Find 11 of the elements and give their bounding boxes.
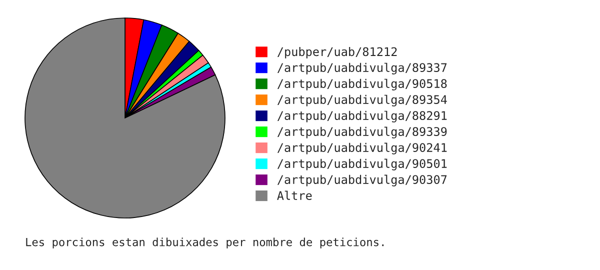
legend-label: /pubper/uab/81212 xyxy=(277,46,397,58)
legend-label: /artpub/uabdivulga/89337 xyxy=(277,62,447,74)
legend-label: /artpub/uabdivulga/90518 xyxy=(277,78,447,90)
legend-label: /artpub/uabdivulga/88291 xyxy=(277,110,447,122)
legend-label: /artpub/uabdivulga/89354 xyxy=(277,94,447,106)
legend-label: /artpub/uabdivulga/90307 xyxy=(277,174,447,186)
legend-label: /artpub/uabdivulga/89339 xyxy=(277,126,447,138)
legend-label: /artpub/uabdivulga/90501 xyxy=(277,158,447,170)
text: Les porcions estan dibuixades per nombre de peticions. xyxy=(26,238,384,248)
legend-label: Altre xyxy=(277,190,312,200)
legend-label: /artpub/uabdivulga/90241 xyxy=(277,142,447,154)
